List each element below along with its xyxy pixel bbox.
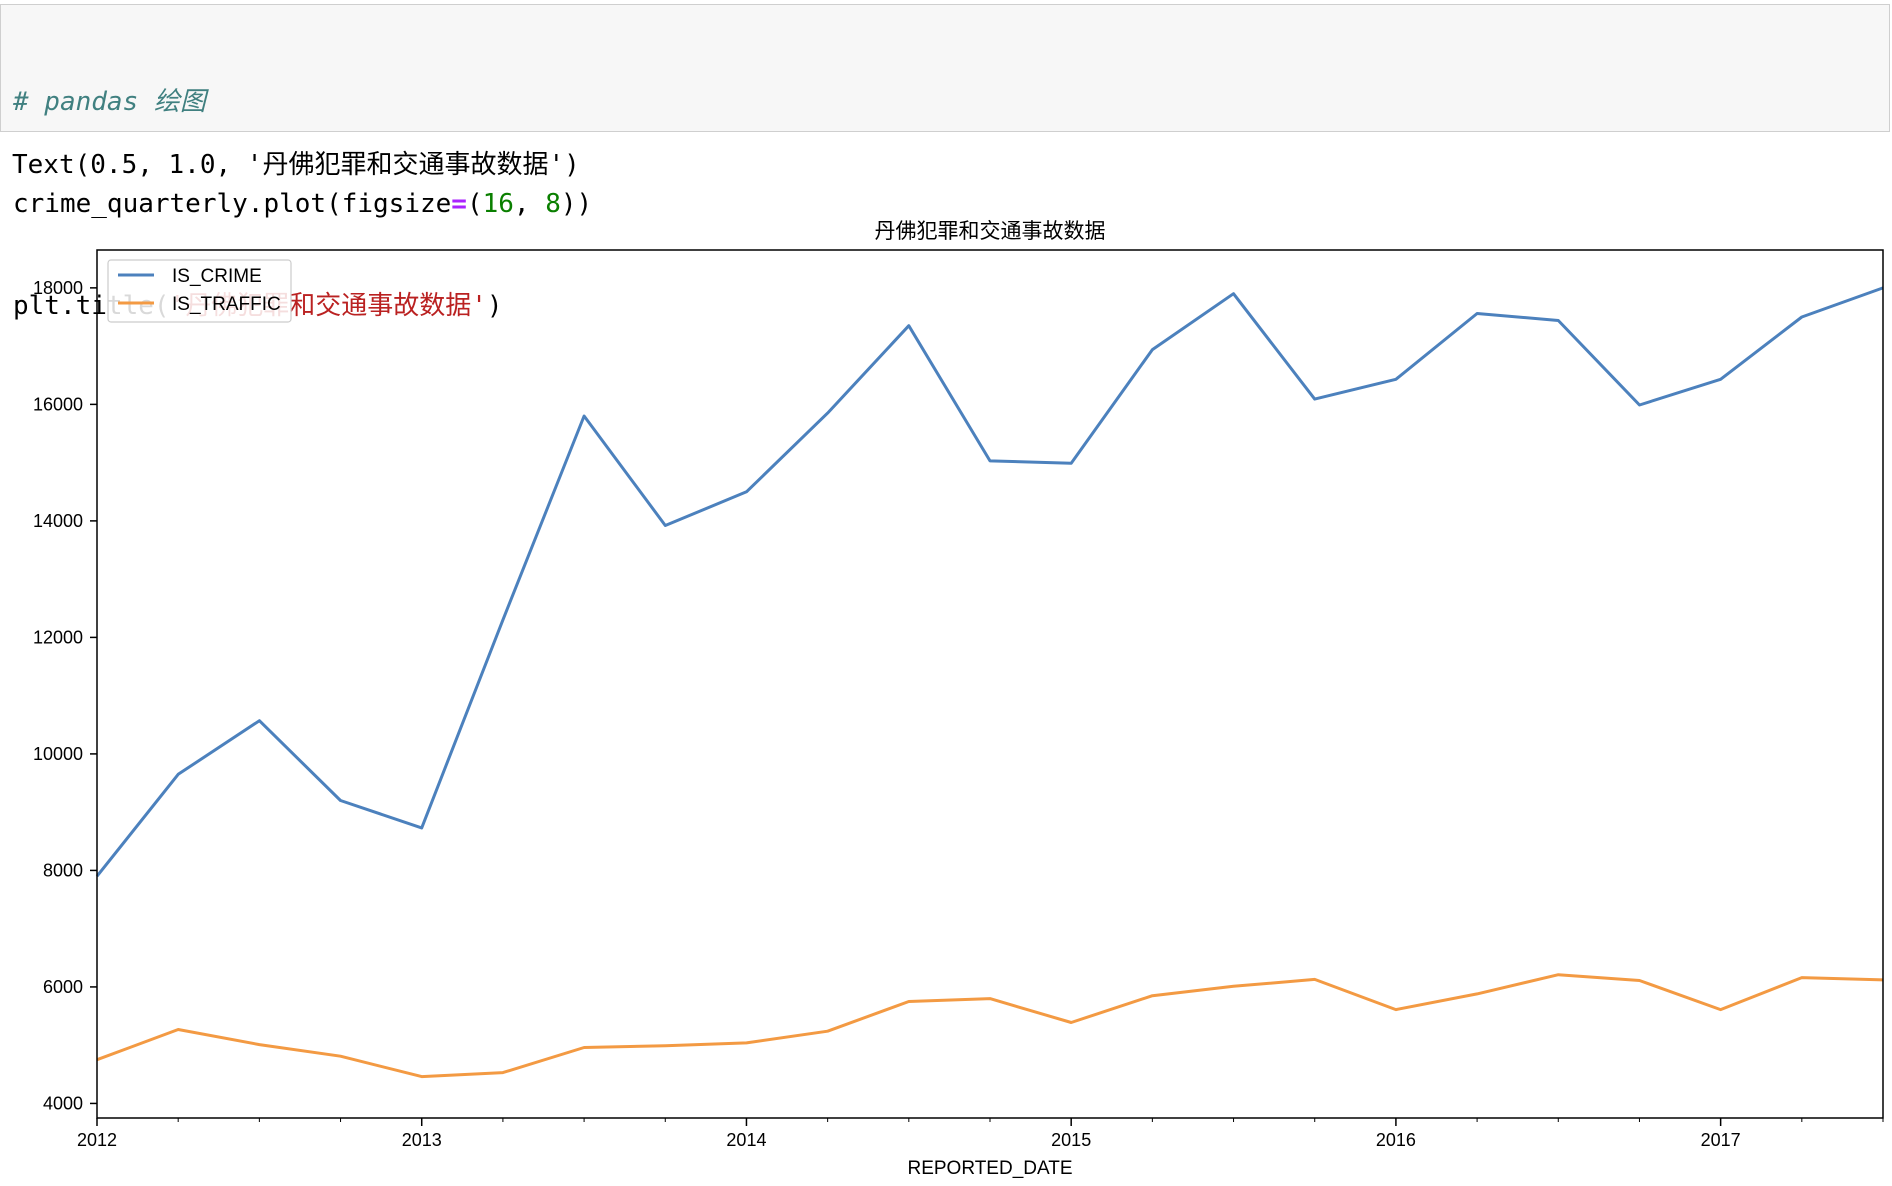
x-axis-title: REPORTED_DATE <box>907 1158 1072 1179</box>
y-tick-label: 10000 <box>33 744 83 764</box>
series-line-is-crime <box>97 288 1883 876</box>
x-tick-label: 2012 <box>77 1130 117 1150</box>
code-comment: # pandas 绘图 <box>13 87 206 117</box>
x-axis-ticks: 2012 2013 2014 2015 2016 2017 <box>77 1118 1883 1150</box>
y-tick-label: 14000 <box>33 511 83 531</box>
legend-label-is-traffic: IS_TRAFFIC <box>172 294 281 315</box>
y-axis-ticks: 4000 6000 8000 10000 12000 14000 16000 18000 <box>33 278 97 1114</box>
y-tick-label: 12000 <box>33 627 83 647</box>
x-tick-label: 2015 <box>1051 1130 1091 1150</box>
code-line-comment: # pandas 绘图 <box>13 85 1877 119</box>
code-cell[interactable]: # pandas 绘图 crime_quarterly.plot(figsize… <box>0 4 1890 132</box>
x-tick-label: 2017 <box>1701 1130 1741 1150</box>
x-tick-label: 2013 <box>402 1130 442 1150</box>
series-lines <box>97 288 1883 1077</box>
y-tick-label: 4000 <box>43 1093 83 1113</box>
x-tick-label: 2014 <box>726 1130 766 1150</box>
cell-output-text: Text(0.5, 1.0, '丹佛犯罪和交通事故数据') <box>12 148 580 182</box>
legend-label-is-crime: IS_CRIME <box>172 266 262 287</box>
legend: IS_CRIME IS_TRAFFIC <box>108 260 291 322</box>
y-tick-label: 6000 <box>43 977 83 997</box>
y-tick-label: 8000 <box>43 860 83 880</box>
chart-title: 丹佛犯罪和交通事故数据 <box>875 219 1106 243</box>
x-tick-label: 2016 <box>1376 1130 1416 1150</box>
y-tick-label: 16000 <box>33 394 83 414</box>
line-chart: 丹佛犯罪和交通事故数据 4000 6000 8000 10000 12000 14000 1… <box>0 200 1892 1186</box>
series-line-is-traffic <box>97 975 1883 1077</box>
y-tick-label: 18000 <box>33 278 83 298</box>
